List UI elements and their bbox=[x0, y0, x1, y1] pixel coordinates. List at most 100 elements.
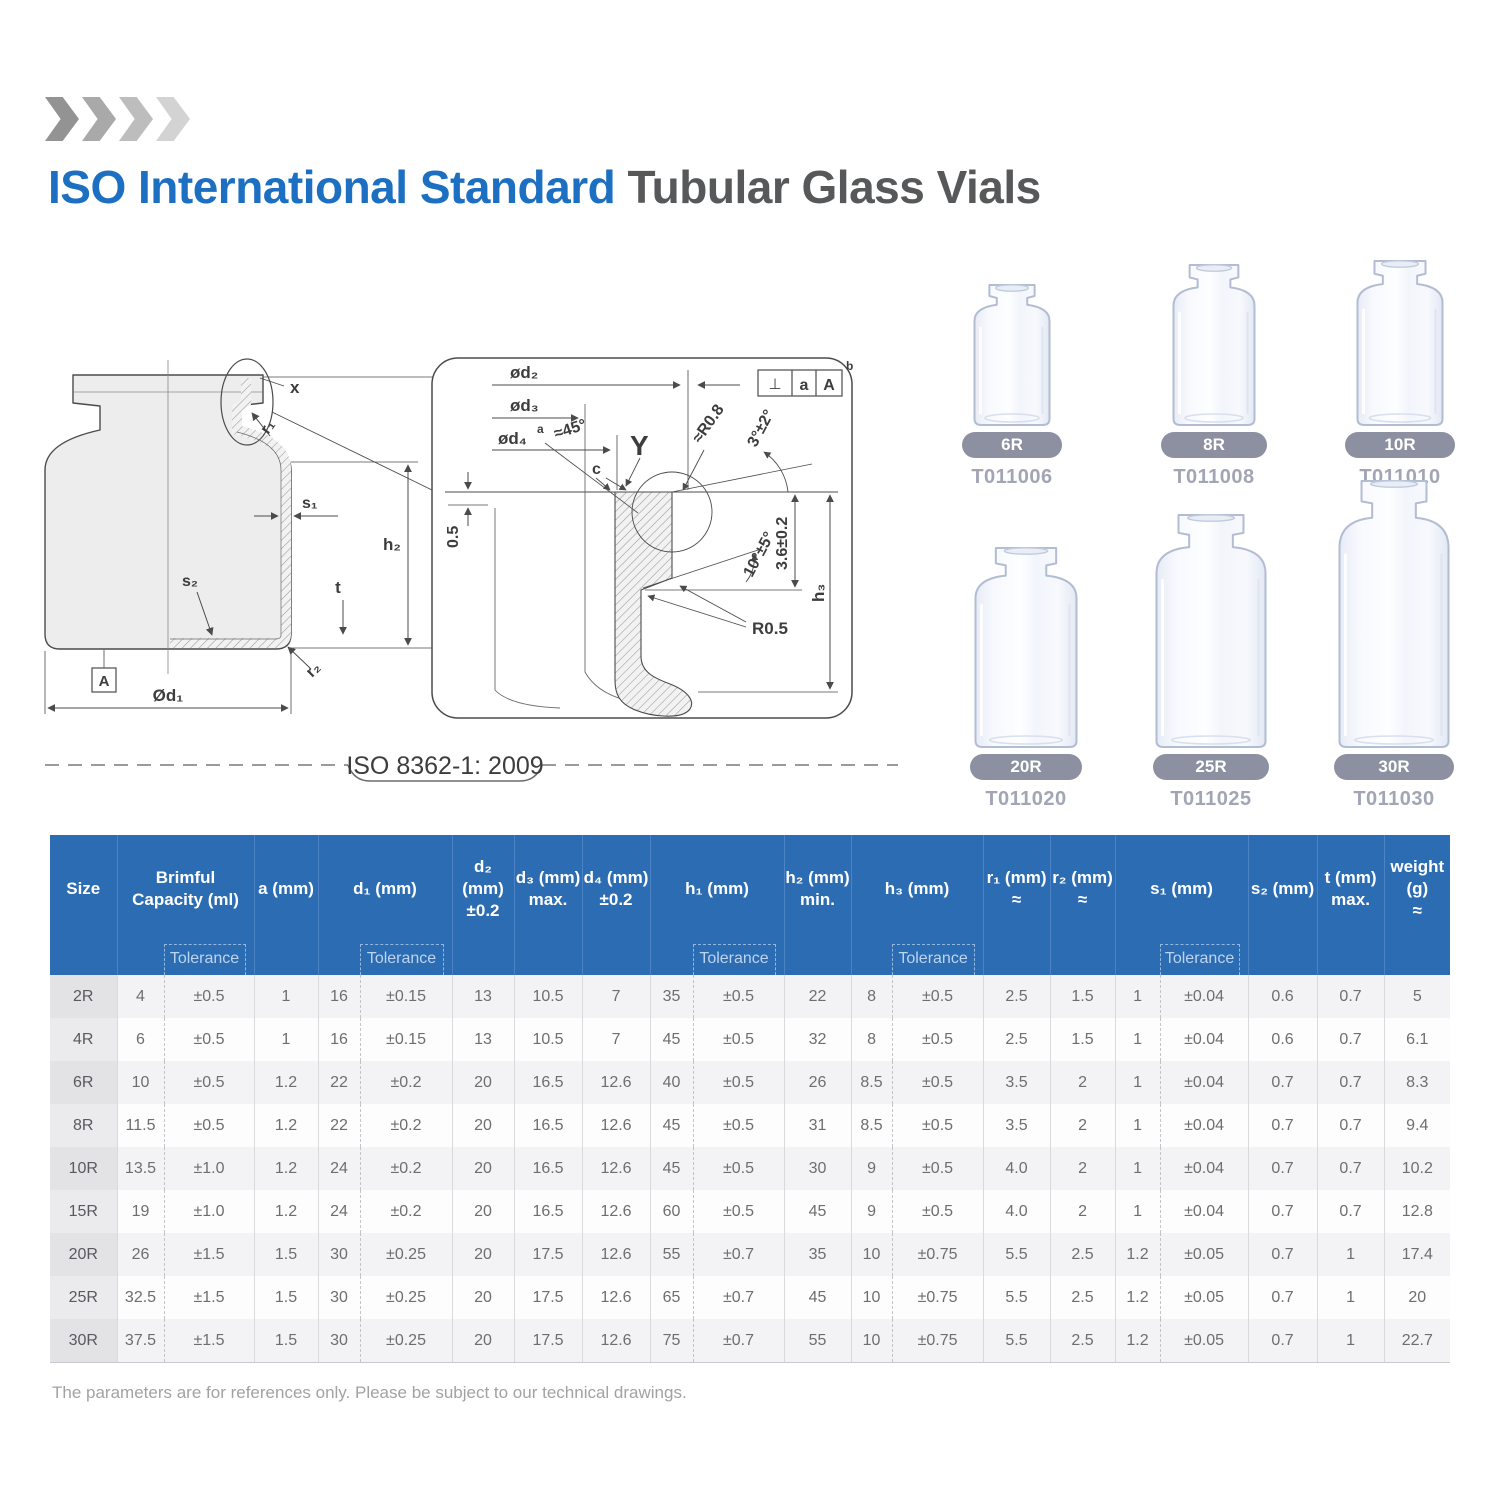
table-cell: 12.6 bbox=[582, 1276, 651, 1319]
table-cell: ±0.2 bbox=[360, 1104, 453, 1147]
table-cell: 2.5 bbox=[1050, 1319, 1116, 1363]
vial-image bbox=[1172, 264, 1256, 426]
table-cell: 2 bbox=[1050, 1147, 1116, 1190]
table-cell: 6.1 bbox=[1384, 1018, 1451, 1061]
table-cell: 9.4 bbox=[1384, 1104, 1451, 1147]
table-cell: 8.5 bbox=[851, 1061, 893, 1104]
vial-code: T011006 bbox=[971, 466, 1053, 488]
page-title: ISO International Standard Tubular Glass… bbox=[48, 160, 1041, 214]
vial-size-badge: 20R bbox=[970, 754, 1082, 780]
dim-label-d2: ød₂ bbox=[510, 363, 538, 382]
row-header-size: 15R bbox=[50, 1190, 118, 1233]
table-row-15r: 15R 19 ±1.0 1.2 24 ±0.2 20 16.5 12.6 60 ±0.5 45 9 ±0.… bbox=[50, 1190, 1451, 1233]
table-cell: 17.5 bbox=[514, 1319, 583, 1363]
dim-label-d4-superscript: a bbox=[537, 422, 544, 436]
table-cell: 20 bbox=[452, 1319, 515, 1363]
table-cell: 0.7 bbox=[1248, 1061, 1318, 1104]
table-cell: 20 bbox=[1384, 1276, 1451, 1319]
table-cell: 5.5 bbox=[983, 1276, 1051, 1319]
column-header-h2: h₂ (mm) min. bbox=[784, 835, 852, 943]
table-cell: ±0.5 bbox=[693, 1190, 785, 1233]
table-row-4r: 4R 6 ±0.5 1 16 ±0.15 13 10.5 7 45 ±0.5 32 8 ±0.5 2.5 1.… bbox=[50, 1018, 1451, 1061]
row-header-size: 4R bbox=[50, 1018, 118, 1061]
table-cell: 10 bbox=[851, 1233, 893, 1276]
table-cell: 24 bbox=[318, 1190, 361, 1233]
table-cell: 10.2 bbox=[1384, 1147, 1451, 1190]
table-cell: ±1.0 bbox=[164, 1190, 255, 1233]
vial-image bbox=[1155, 514, 1267, 748]
table-cell: ±0.5 bbox=[892, 975, 984, 1018]
table-cell: 10.5 bbox=[514, 1018, 583, 1061]
table-cell: 22 bbox=[318, 1061, 361, 1104]
table-cell: ±0.5 bbox=[164, 975, 255, 1018]
vial-code: T011020 bbox=[985, 788, 1067, 810]
table-cell: ±0.7 bbox=[693, 1233, 785, 1276]
table-cell: ±0.7 bbox=[693, 1276, 785, 1319]
table-cell: 30 bbox=[318, 1233, 361, 1276]
table-cell: 1.2 bbox=[1115, 1319, 1161, 1363]
tolerance-header-h3: Tolerance bbox=[851, 943, 984, 975]
table-cell: 12.6 bbox=[582, 1061, 651, 1104]
table-cell: 2.5 bbox=[983, 975, 1051, 1018]
table-cell: ±0.04 bbox=[1160, 1018, 1249, 1061]
table-cell: ±0.75 bbox=[892, 1276, 984, 1319]
column-header-spacer bbox=[452, 943, 515, 975]
datum-A-label: A bbox=[823, 377, 835, 394]
vial-card-8r bbox=[1172, 262, 1256, 428]
table-cell: ±0.75 bbox=[892, 1233, 984, 1276]
table-row-30r: 30R 37.5 ±1.5 1.5 30 ±0.25 20 17.5 12.6 75 ±0.7 55 1… bbox=[50, 1319, 1451, 1363]
table-cell: 10.5 bbox=[514, 975, 583, 1018]
table-cell: 55 bbox=[784, 1319, 852, 1363]
table-cell: 4.0 bbox=[983, 1147, 1051, 1190]
dim-label-r2: r₂ bbox=[303, 659, 324, 680]
column-header-r2: r₂ (mm) ≈ bbox=[1050, 835, 1116, 943]
table-cell: 1 bbox=[1317, 1276, 1385, 1319]
tolerance-header-h1: Tolerance bbox=[650, 943, 785, 975]
table-cell: 2 bbox=[1050, 1061, 1116, 1104]
vial-card-20r bbox=[974, 545, 1078, 750]
table-cell: 0.7 bbox=[1248, 1104, 1318, 1147]
table-cell: 26 bbox=[784, 1061, 852, 1104]
table-row-6r: 6R 10 ±0.5 1.2 22 ±0.2 20 16.5 12.6 40 ±0.5 26 8.5 ±0… bbox=[50, 1061, 1451, 1104]
row-header-size: 25R bbox=[50, 1276, 118, 1319]
table-cell: ±0.25 bbox=[360, 1276, 453, 1319]
table-cell: ±0.5 bbox=[892, 1018, 984, 1061]
table-cell: 0.7 bbox=[1317, 1061, 1385, 1104]
table-cell: 3.5 bbox=[983, 1061, 1051, 1104]
column-header-d4: d₄ (mm) ±0.2 bbox=[582, 835, 651, 943]
table-cell: ±0.2 bbox=[360, 1061, 453, 1104]
column-header-spacer bbox=[1050, 943, 1116, 975]
table-cell: 16.5 bbox=[514, 1104, 583, 1147]
row-header-size: 10R bbox=[50, 1147, 118, 1190]
table-cell: 45 bbox=[650, 1147, 694, 1190]
iso-standard-label: ISO 8362-1: 2009 bbox=[346, 752, 543, 780]
table-cell: 1 bbox=[1115, 1018, 1161, 1061]
vial-code: T011025 bbox=[1170, 788, 1252, 810]
footnote: The parameters are for references only. … bbox=[52, 1383, 687, 1402]
table-cell: 20 bbox=[452, 1104, 515, 1147]
table-cell: 16 bbox=[318, 975, 361, 1018]
table-cell: 0.6 bbox=[1248, 975, 1318, 1018]
table-cell: 35 bbox=[650, 975, 694, 1018]
table-cell: ±0.5 bbox=[164, 1018, 255, 1061]
table-cell: 1 bbox=[1317, 1319, 1385, 1363]
column-header-spacer bbox=[784, 943, 852, 975]
neck-detail-drawing: ød₂ ød₃ ød₄ a ≈45° Y ≈R0.8 3°±2° c 0.5 3… bbox=[431, 357, 853, 719]
table-cell: 8 bbox=[851, 1018, 893, 1061]
table-cell: 16 bbox=[318, 1018, 361, 1061]
column-header-a: a (mm) bbox=[254, 835, 319, 943]
dim-label-d3: ød₃ bbox=[510, 396, 539, 415]
table-cell: ±0.04 bbox=[1160, 975, 1249, 1018]
table-cell: 31 bbox=[784, 1104, 852, 1147]
dim-label-x: x bbox=[290, 378, 300, 397]
table-cell: 1.5 bbox=[254, 1276, 319, 1319]
column-header-spacer bbox=[254, 943, 319, 975]
table-cell: 0.7 bbox=[1317, 1147, 1385, 1190]
table-cell: 12.6 bbox=[582, 1147, 651, 1190]
vial-size-badge: 6R bbox=[962, 432, 1062, 458]
table-cell: 37.5 bbox=[117, 1319, 165, 1363]
table-cell: 30 bbox=[318, 1319, 361, 1363]
column-header-spacer bbox=[50, 943, 118, 975]
table-cell: 22 bbox=[784, 975, 852, 1018]
table-cell: 0.7 bbox=[1317, 975, 1385, 1018]
